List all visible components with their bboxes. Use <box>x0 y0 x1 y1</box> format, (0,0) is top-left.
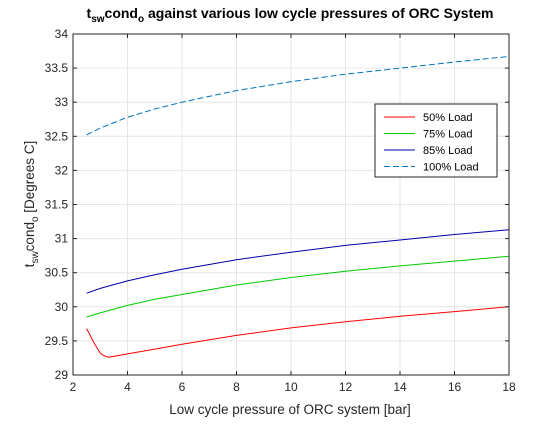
label-text: t <box>87 5 92 21</box>
label-text: cond <box>105 5 138 21</box>
y-tick-label: 31.5 <box>45 198 69 212</box>
series-line-75-load <box>86 255 510 318</box>
x-tick-label: 8 <box>233 380 240 394</box>
x-axis-label: Low cycle pressure of ORC system [bar] <box>169 402 411 417</box>
x-tick-label: 10 <box>284 380 298 394</box>
x-tick-label: 14 <box>393 380 407 394</box>
label-text: against various low cycle pressures of O… <box>144 5 493 21</box>
x-tick-label: 18 <box>502 380 516 394</box>
legend-box <box>374 103 498 178</box>
legend-label: 50% Load <box>423 112 473 124</box>
subscript-text: sw <box>30 251 41 264</box>
y-tick-label: 29.5 <box>45 334 69 348</box>
y-axis-label: tswcondo [Degrees C] <box>22 141 41 268</box>
y-tick-label: 31 <box>55 232 69 246</box>
x-tick-labels: 2 4 6 8 10 12 14 16 18 <box>70 380 516 394</box>
x-tick-label: 6 <box>179 380 186 394</box>
y-tick-label: 33 <box>55 95 69 109</box>
legend-label: 100% Load <box>423 162 479 174</box>
series-line-100-load <box>86 56 510 136</box>
series-lines <box>86 56 510 358</box>
y-tick-labels: 29 29.5 30 30.5 31 31.5 32 32.5 33 33.5 34 <box>45 27 69 382</box>
y-tick-label: 32.5 <box>45 129 69 143</box>
y-tick-label: 33.5 <box>45 61 69 75</box>
legend: 50% Load 75% Load 85% Load 100% Load <box>374 103 498 178</box>
x-tick-label: 16 <box>448 380 462 394</box>
x-tick-label: 12 <box>339 380 353 394</box>
label-text: [Degrees C] <box>22 141 37 217</box>
series-line-50-load <box>86 306 510 358</box>
label-text: cond <box>22 222 37 251</box>
axis-ticks <box>72 33 510 376</box>
label-text: t <box>22 263 37 267</box>
series-line-85-load <box>86 229 510 294</box>
y-tick-label: 29 <box>55 368 69 382</box>
y-tick-label: 34 <box>55 27 69 41</box>
subscript-text: o <box>138 14 144 25</box>
legend-label: 75% Load <box>423 129 473 141</box>
y-tick-label: 30 <box>55 300 69 314</box>
y-tick-label: 32 <box>55 163 69 177</box>
x-tick-label: 4 <box>124 380 131 394</box>
legend-label: 85% Load <box>423 145 473 157</box>
chart-title: tswcondo against various low cycle press… <box>87 5 494 25</box>
legend-items: 50% Load 75% Load 85% Load 100% Load <box>384 112 479 174</box>
y-tick-label: 30.5 <box>45 266 69 280</box>
x-tick-label: 2 <box>70 380 77 394</box>
subscript-text: o <box>30 216 41 222</box>
subscript-text: sw <box>91 14 105 25</box>
